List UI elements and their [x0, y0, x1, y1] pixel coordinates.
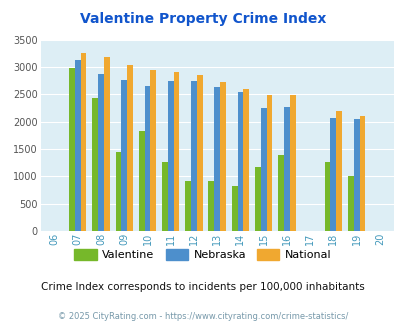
Bar — [260, 108, 266, 231]
Bar — [220, 82, 225, 231]
Bar — [191, 81, 196, 231]
Bar — [284, 107, 289, 231]
Bar — [359, 116, 364, 231]
Bar — [277, 155, 284, 231]
Bar — [353, 119, 359, 231]
Bar — [266, 95, 272, 231]
Bar — [214, 87, 220, 231]
Bar — [162, 162, 167, 231]
Bar — [127, 65, 133, 231]
Bar — [75, 60, 81, 231]
Bar — [139, 131, 144, 231]
Bar — [347, 176, 353, 231]
Bar — [173, 72, 179, 231]
Bar — [324, 162, 330, 231]
Bar — [150, 70, 156, 231]
Bar — [167, 81, 173, 231]
Bar — [69, 68, 75, 231]
Bar — [121, 80, 127, 231]
Bar — [335, 111, 341, 231]
Bar — [330, 118, 335, 231]
Bar — [289, 95, 295, 231]
Legend: Valentine, Nebraska, National: Valentine, Nebraska, National — [70, 245, 335, 265]
Bar — [208, 181, 214, 231]
Bar — [104, 56, 109, 231]
Bar — [237, 92, 243, 231]
Bar — [185, 181, 191, 231]
Bar — [196, 75, 202, 231]
Bar — [98, 74, 104, 231]
Bar — [144, 85, 150, 231]
Bar — [254, 167, 260, 231]
Text: © 2025 CityRating.com - https://www.cityrating.com/crime-statistics/: © 2025 CityRating.com - https://www.city… — [58, 312, 347, 321]
Text: Valentine Property Crime Index: Valentine Property Crime Index — [80, 12, 325, 25]
Bar — [81, 53, 86, 231]
Bar — [115, 152, 121, 231]
Bar — [231, 186, 237, 231]
Bar — [92, 98, 98, 231]
Bar — [243, 89, 249, 231]
Text: Crime Index corresponds to incidents per 100,000 inhabitants: Crime Index corresponds to incidents per… — [41, 282, 364, 292]
